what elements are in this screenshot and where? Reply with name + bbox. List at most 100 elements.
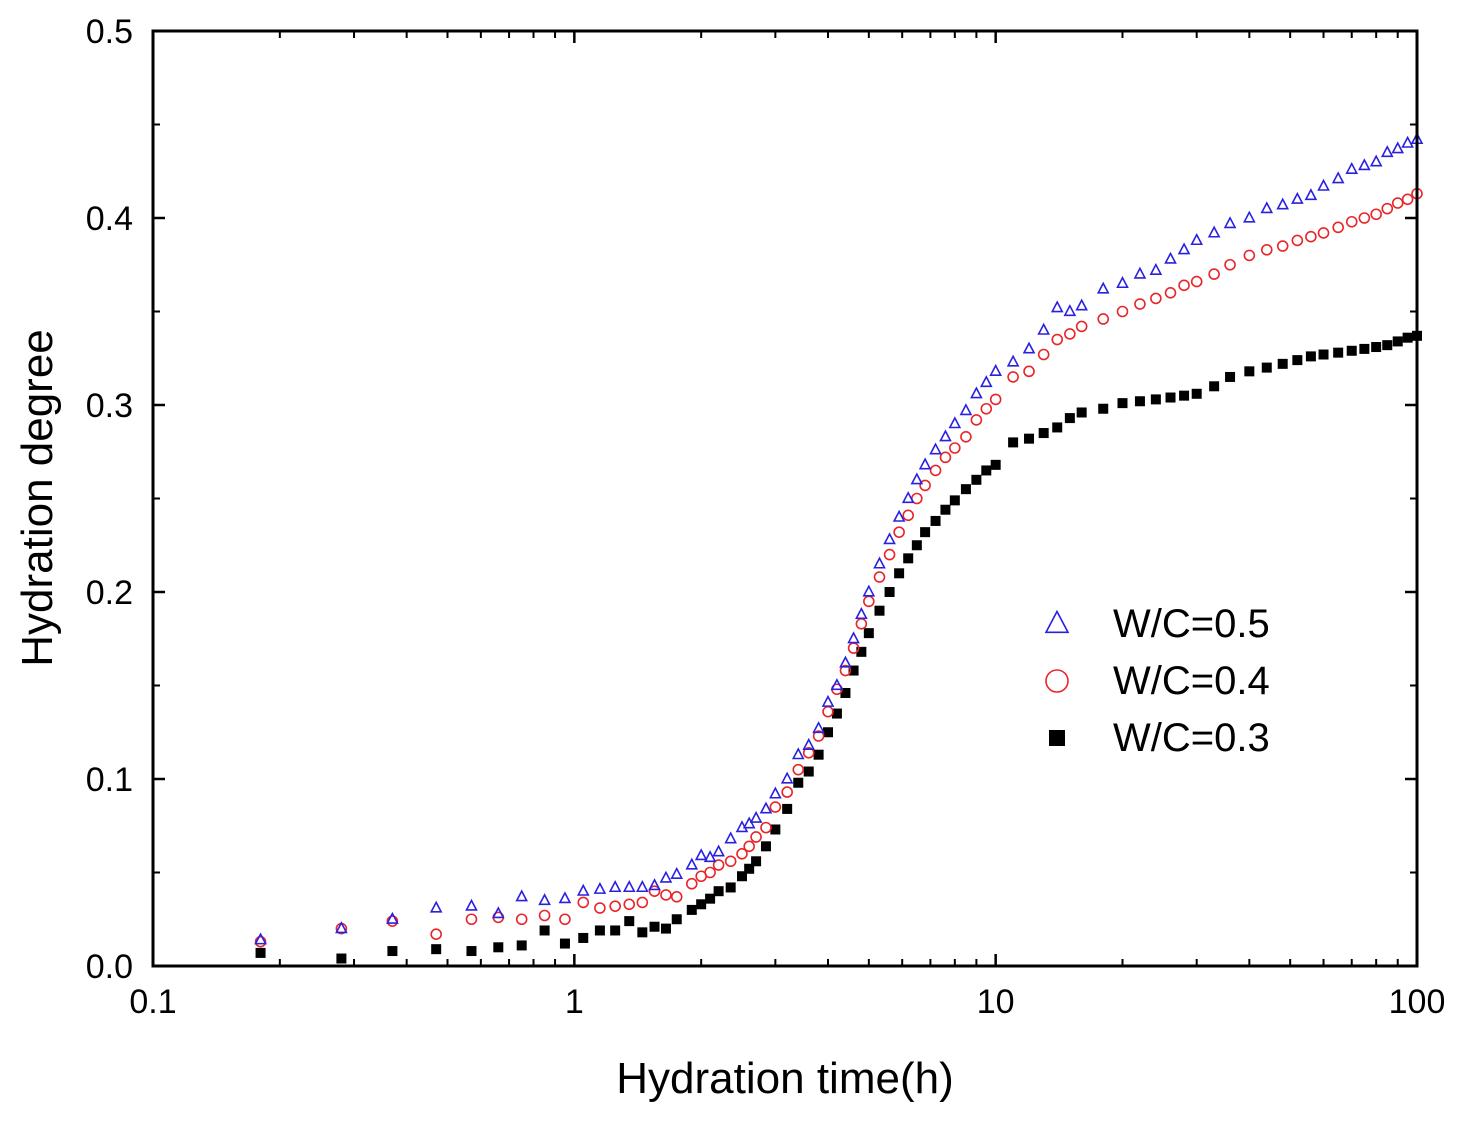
data-point xyxy=(386,915,399,927)
data-point xyxy=(335,921,348,934)
data-point xyxy=(671,914,682,925)
data-point xyxy=(1008,437,1019,448)
data-point xyxy=(793,777,804,788)
data-point xyxy=(949,495,960,506)
legend-marker-wc05 xyxy=(1044,609,1070,634)
data-point xyxy=(1064,328,1076,340)
data-point xyxy=(610,925,621,936)
data-point xyxy=(989,363,1002,376)
data-point xyxy=(1382,340,1393,351)
legend-label-wc05: W/C=0.5 xyxy=(1113,602,1270,646)
data-point xyxy=(1333,347,1344,358)
x-tick-label: 100 xyxy=(1389,983,1446,1021)
data-point xyxy=(670,866,684,879)
legend-symbol xyxy=(1044,609,1070,634)
data-point xyxy=(929,442,942,455)
axis-ticks xyxy=(151,29,1419,968)
data-point xyxy=(1391,141,1405,154)
data-point xyxy=(743,840,755,853)
data-point xyxy=(1190,233,1204,246)
legend: W/C=0.5 W/C=0.4 W/C=0.3 xyxy=(1044,602,1270,760)
data-point xyxy=(1260,243,1273,256)
data-point xyxy=(1292,355,1303,366)
data-point xyxy=(1317,178,1330,191)
data-point xyxy=(1207,225,1221,238)
data-point xyxy=(1150,292,1162,305)
series-W/C=0.3 xyxy=(255,330,1422,964)
data-point xyxy=(960,484,971,495)
data-point xyxy=(1304,188,1318,201)
data-point xyxy=(1164,251,1177,264)
data-point xyxy=(920,527,931,538)
data-point xyxy=(1051,333,1064,346)
data-point xyxy=(929,464,942,477)
data-point xyxy=(812,730,825,742)
legend-marker-wc04 xyxy=(1045,669,1069,693)
legend-symbol xyxy=(1045,669,1069,693)
data-point xyxy=(1318,349,1329,360)
series-W/C=0.5 xyxy=(254,132,1424,945)
data-point xyxy=(1261,362,1272,373)
data-point xyxy=(594,902,606,914)
data-point xyxy=(1223,216,1237,229)
data-point xyxy=(609,900,621,912)
legend-marker-wc03 xyxy=(1049,730,1065,746)
data-point xyxy=(696,899,707,910)
data-point xyxy=(1037,348,1050,361)
data-point xyxy=(670,891,683,903)
data-point xyxy=(749,810,763,823)
data-point xyxy=(979,375,993,388)
data-point xyxy=(1116,305,1129,318)
data-point xyxy=(1190,275,1203,288)
data-point xyxy=(910,472,924,485)
data-point xyxy=(660,923,671,934)
data-point xyxy=(539,925,550,936)
data-point xyxy=(1022,341,1036,354)
data-point xyxy=(855,607,868,620)
data-point xyxy=(939,451,952,464)
data-point xyxy=(1038,428,1049,439)
data-point xyxy=(1291,191,1304,204)
data-point xyxy=(848,665,859,676)
data-point xyxy=(803,766,814,777)
data-point xyxy=(1134,298,1146,310)
data-point xyxy=(1177,242,1191,255)
data-point xyxy=(1381,202,1394,215)
data-point xyxy=(760,841,771,852)
data-point xyxy=(1178,279,1190,292)
data-point xyxy=(1179,390,1190,401)
data-point xyxy=(637,927,648,938)
data-point xyxy=(705,893,716,904)
data-point xyxy=(939,429,952,442)
data-point xyxy=(1380,145,1394,158)
data-point xyxy=(862,584,876,597)
data-point xyxy=(792,763,805,776)
data-point xyxy=(1097,313,1110,325)
data-point xyxy=(254,935,267,948)
data-point xyxy=(694,848,708,861)
y-tick-label: 0.4 xyxy=(86,200,133,238)
data-point xyxy=(902,509,914,522)
data-point xyxy=(919,479,931,492)
data-point xyxy=(1402,332,1413,343)
data-point xyxy=(883,548,896,561)
y-axis-title: Hydration degree xyxy=(13,329,62,667)
data-point xyxy=(648,885,661,898)
data-point xyxy=(863,595,875,608)
data-point xyxy=(1023,365,1035,378)
data-point xyxy=(594,925,605,936)
data-point xyxy=(830,678,844,691)
data-point xyxy=(856,646,867,657)
data-point xyxy=(465,898,478,911)
data-point xyxy=(1150,394,1161,405)
data-point xyxy=(802,737,816,750)
data-point xyxy=(1305,351,1316,362)
series-W/C=0.4 xyxy=(254,187,1423,948)
data-point xyxy=(892,509,906,522)
data-point xyxy=(578,932,589,943)
data-point xyxy=(874,605,885,616)
data-point xyxy=(1006,354,1020,367)
data-point xyxy=(948,416,962,429)
data-point xyxy=(1064,413,1075,424)
